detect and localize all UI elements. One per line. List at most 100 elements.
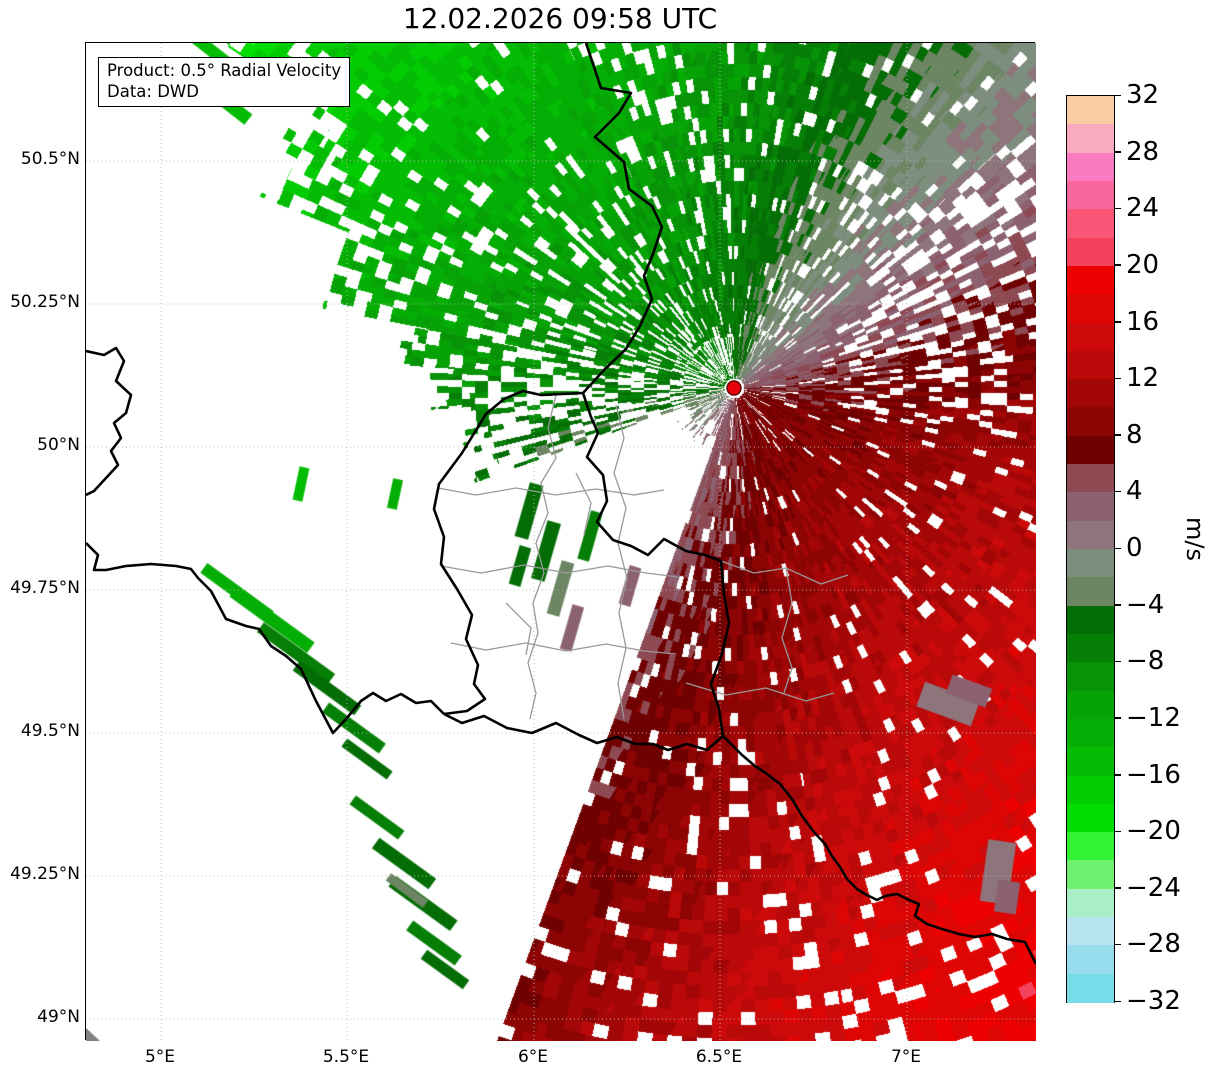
national-border	[86, 346, 133, 497]
colorbar-segment	[1067, 96, 1114, 125]
colorbar-tick-mark	[1114, 774, 1121, 776]
colorbar-tick-mark	[1114, 321, 1121, 323]
colorbar-segment	[1067, 860, 1114, 890]
colorbar-segment	[1067, 124, 1114, 154]
colorbar-segment	[1067, 209, 1114, 239]
colorbar-tick-label: 12	[1126, 363, 1160, 394]
colorbar-tick-mark	[1114, 1000, 1121, 1002]
colorbar-segment	[1067, 492, 1114, 522]
map-plot-area: Product: 0.5° Radial Velocity Data: DWD	[85, 42, 1036, 1041]
colorbar-segment	[1067, 435, 1114, 465]
colorbar-tick-mark	[1114, 547, 1121, 549]
colorbar-tick-label: −8	[1126, 646, 1165, 677]
colorbar-tick-label: 16	[1126, 306, 1160, 337]
colorbar-segment	[1067, 265, 1114, 295]
colorbar-segment	[1067, 775, 1114, 805]
colorbar-segment	[1067, 718, 1114, 748]
colorbar-tick-label: 32	[1126, 80, 1160, 110]
map-overlay-svg	[86, 43, 1036, 1041]
colorbar-segment	[1067, 322, 1114, 352]
colorbar-tick-mark	[1114, 207, 1121, 210]
colorbar-tick-label: −12	[1126, 702, 1181, 733]
colorbar-tick-label: −4	[1126, 589, 1165, 620]
colorbar-segment	[1067, 747, 1114, 776]
velocity-field-canvas	[86, 43, 1036, 1041]
district-border	[440, 564, 679, 578]
radar-site-marker	[726, 380, 742, 396]
colorbar-tick-label: 8	[1126, 419, 1143, 450]
colorbar-tick-mark	[1114, 717, 1121, 719]
colorbar-segment	[1067, 152, 1114, 182]
colorbar-tick-mark	[1114, 604, 1121, 606]
colorbar-segment	[1067, 973, 1114, 1003]
national-border	[86, 542, 445, 735]
colorbar-tick-label: 0	[1126, 533, 1143, 563]
colorbar-segment	[1067, 577, 1114, 607]
colorbar-segment	[1067, 917, 1114, 946]
national-border	[582, 43, 664, 394]
district-border	[437, 487, 665, 496]
colorbar-tick-mark	[1114, 830, 1121, 833]
lon-tick-label: 5.5°E	[322, 1047, 370, 1067]
colorbar-tick-label: 20	[1126, 249, 1160, 280]
colorbar-segment	[1067, 350, 1114, 380]
national-border	[722, 735, 1036, 965]
product-annotation-box: Product: 0.5° Radial Velocity Data: DWD	[98, 57, 351, 108]
district-border	[613, 404, 628, 720]
colorbar-segment	[1067, 294, 1114, 323]
colorbar-segment	[1067, 832, 1114, 861]
lon-tick-label: 7°E	[890, 1047, 922, 1067]
colorbar-segment	[1067, 888, 1114, 918]
district-border	[527, 394, 557, 720]
colorbar-tick-label: −16	[1126, 759, 1181, 790]
lat-tick-label: 49.75°N	[10, 578, 80, 598]
colorbar-tick-label: −28	[1126, 929, 1181, 960]
lat-tick-label: 50°N	[37, 435, 80, 455]
colorbar-segment	[1067, 237, 1114, 267]
colorbar-tick-label: 28	[1126, 136, 1160, 167]
lat-tick-label: 50.5°N	[20, 149, 80, 169]
colorbar-tick-mark	[1114, 943, 1121, 946]
colorbar-tick-mark	[1114, 151, 1121, 153]
colorbar-segment	[1067, 464, 1114, 493]
colorbar-segment	[1067, 520, 1114, 550]
colorbar-tick-mark	[1114, 377, 1121, 380]
district-border	[685, 682, 835, 702]
colorbar-segment	[1067, 549, 1114, 578]
lat-tick-label: 49°N	[37, 1007, 80, 1027]
colorbar-segment	[1067, 407, 1114, 437]
national-border	[443, 712, 724, 752]
colorbar-tick-label: 24	[1126, 193, 1160, 224]
lon-tick-label: 6°E	[517, 1047, 549, 1067]
colorbar-tick-mark	[1114, 434, 1121, 436]
colorbar-tick-mark	[1114, 264, 1121, 266]
colorbar-unit-label: m/s	[1181, 517, 1209, 561]
district-border	[720, 560, 849, 585]
colorbar-segment	[1067, 379, 1114, 408]
lat-tick-label: 50.25°N	[10, 292, 80, 312]
colorbar-tick-label: −32	[1126, 986, 1181, 1016]
national-border	[432, 389, 584, 716]
colorbar-tick-label: −24	[1126, 872, 1181, 903]
colorbar-tick-mark	[1114, 490, 1121, 493]
national-border	[581, 392, 731, 737]
district-border	[505, 602, 532, 656]
lon-tick-label: 6.5°E	[695, 1047, 743, 1067]
colorbar-segment	[1067, 633, 1114, 663]
district-border	[450, 642, 677, 655]
colorbar-segment	[1067, 945, 1114, 975]
colorbar-tick-mark	[1114, 887, 1121, 889]
lat-tick-label: 49.5°N	[20, 721, 80, 741]
colorbar-segment	[1067, 662, 1114, 692]
product-line: Product: 0.5° Radial Velocity	[107, 61, 342, 80]
colorbar-segment	[1067, 180, 1114, 210]
colorbar-segment	[1067, 803, 1114, 833]
colorbar-tick-mark	[1114, 94, 1121, 96]
data-source-line: Data: DWD	[107, 81, 199, 101]
colorbar-tick-label: 4	[1126, 476, 1143, 507]
figure-title: 12.02.2026 09:58 UTC	[402, 2, 718, 35]
colorbar	[1066, 95, 1115, 1003]
colorbar-segment	[1067, 690, 1114, 720]
colorbar-tick-mark	[1114, 660, 1121, 663]
